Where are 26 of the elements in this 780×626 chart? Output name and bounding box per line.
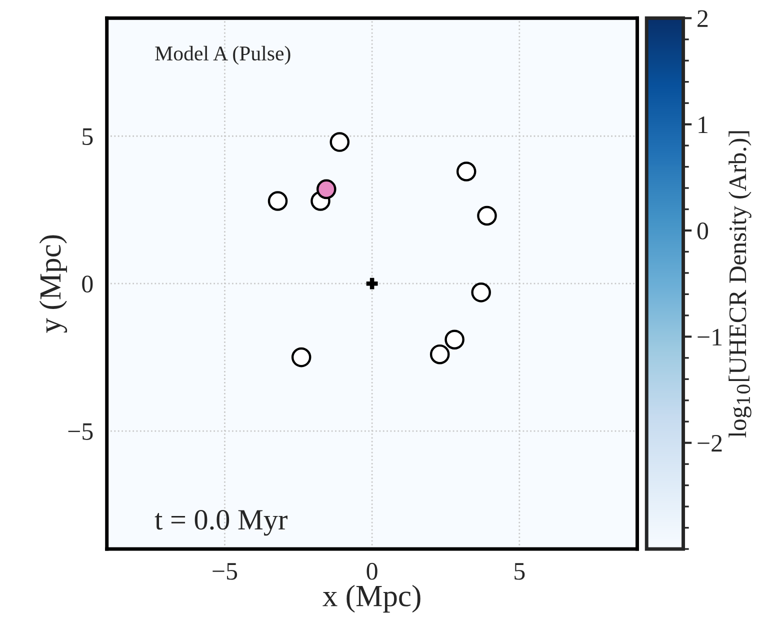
x-axis-title: x (Mpc) (322, 584, 420, 613)
annotation: t = 0.0 Myr (154, 510, 288, 536)
x-tick-label: 5 (514, 563, 525, 580)
point (330, 132, 350, 152)
point (291, 347, 312, 368)
color-bar-label: 1 (698, 116, 708, 133)
color-bar-title: log$_{10}$[UHECR Density (Arb.)] (728, 131, 752, 438)
point (316, 179, 336, 200)
annotation: Model A (Pulse) (155, 46, 290, 65)
x-tick-label: 0 (366, 562, 378, 580)
y-tick-label: 5 (82, 128, 93, 146)
color-bar-label: −2 (698, 434, 722, 452)
point (366, 278, 378, 290)
point (444, 330, 464, 350)
x-tick-label: −5 (212, 563, 238, 580)
point (456, 162, 476, 182)
color-bar-label: 2 (698, 10, 708, 27)
color-bar-label: −1 (698, 328, 722, 346)
point (268, 191, 288, 211)
y-tick-label: 0 (82, 276, 93, 292)
point (477, 206, 497, 226)
color-bar-label: 0 (697, 222, 708, 240)
y-tick-label: −5 (68, 423, 93, 440)
y-axis-title: y (Mpc) (39, 235, 68, 333)
point (471, 282, 491, 302)
point (430, 344, 450, 364)
